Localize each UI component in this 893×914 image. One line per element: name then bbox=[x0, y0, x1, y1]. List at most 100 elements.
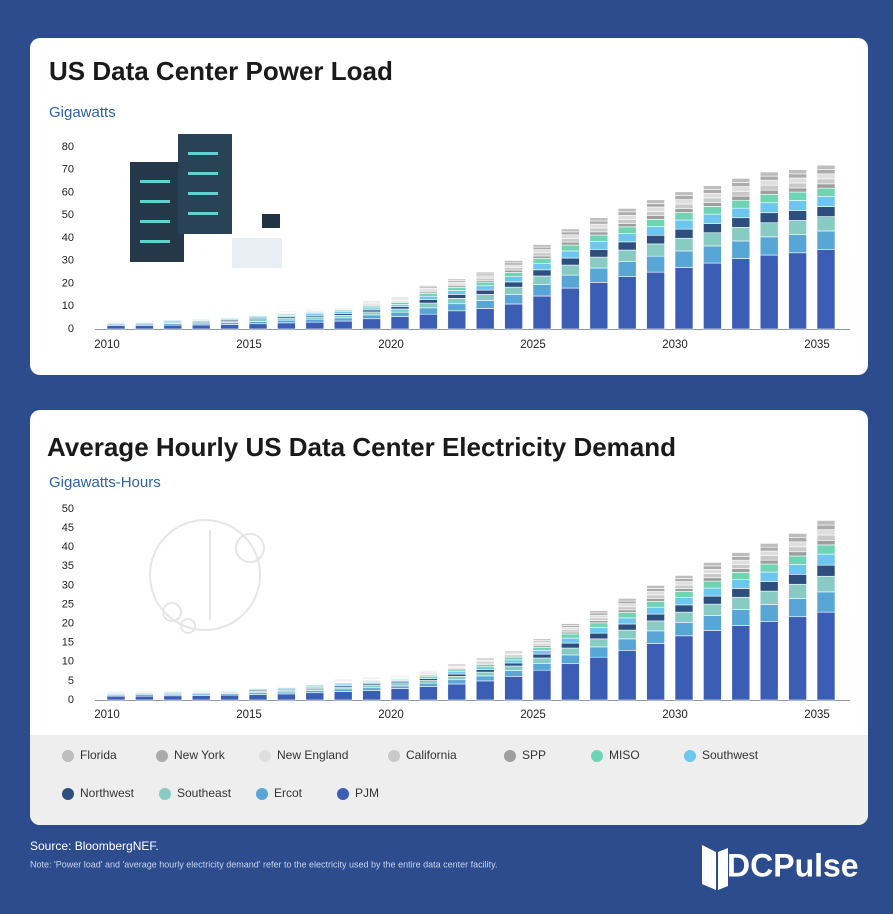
bar-segment bbox=[703, 206, 722, 215]
bar-segment bbox=[646, 199, 665, 204]
bar-segment bbox=[362, 677, 381, 679]
bar-segment bbox=[816, 216, 836, 232]
bar-segment bbox=[759, 621, 779, 701]
bar-segment bbox=[816, 540, 836, 546]
bar-segment bbox=[674, 611, 694, 623]
bar-segment bbox=[731, 572, 751, 580]
bar-segment bbox=[504, 676, 523, 701]
bar-segment bbox=[135, 325, 154, 330]
bar-segment bbox=[617, 226, 637, 234]
bar-segment bbox=[617, 219, 637, 224]
bar-segment bbox=[447, 673, 467, 677]
bar-segment bbox=[305, 690, 325, 694]
bar-segment bbox=[674, 237, 694, 252]
bar-segment bbox=[589, 249, 609, 258]
bar-segment bbox=[305, 308, 325, 310]
bar-segment bbox=[532, 646, 552, 651]
bar-segment bbox=[731, 178, 751, 183]
bar-segment bbox=[703, 595, 722, 605]
bar-segment bbox=[390, 685, 410, 689]
bar-segment bbox=[561, 663, 580, 701]
legend-swatch bbox=[159, 788, 171, 800]
legend-label: SPP bbox=[522, 748, 546, 762]
bar-segment bbox=[333, 678, 353, 681]
bar-segment bbox=[532, 638, 552, 641]
bar-segment bbox=[504, 262, 523, 266]
bar-segment bbox=[191, 324, 211, 330]
bar-segment bbox=[106, 325, 126, 330]
bar-segment bbox=[816, 187, 836, 197]
bar-segment bbox=[816, 230, 836, 250]
bar-segment bbox=[788, 177, 807, 184]
bar-segment bbox=[447, 287, 467, 291]
y-tick-label: 45 bbox=[62, 522, 74, 534]
bar-segment bbox=[561, 629, 580, 633]
bar-segment bbox=[731, 191, 751, 197]
bar-segment bbox=[475, 281, 495, 287]
bar-segment bbox=[504, 659, 523, 664]
bar-segment bbox=[703, 569, 722, 574]
bar-segment bbox=[788, 551, 807, 557]
bar-segment bbox=[362, 690, 381, 701]
bar-segment bbox=[532, 269, 552, 277]
bar-segment bbox=[532, 263, 552, 271]
bar-segment bbox=[617, 233, 637, 243]
bar-segment bbox=[617, 609, 637, 613]
bar-segment bbox=[703, 232, 722, 247]
bar-segment bbox=[674, 584, 694, 589]
legend-swatch bbox=[337, 788, 349, 800]
bar-segment bbox=[475, 285, 495, 291]
y-tick-label: 0 bbox=[68, 694, 74, 706]
bar-segment bbox=[788, 533, 807, 538]
x-tick-label: 2010 bbox=[94, 709, 120, 721]
bar-segment bbox=[561, 637, 580, 644]
bar-segment bbox=[532, 252, 552, 257]
bar-segment bbox=[731, 579, 751, 589]
bar-segment bbox=[788, 210, 807, 221]
bar-segment bbox=[674, 597, 694, 606]
bar-segment bbox=[646, 243, 665, 257]
bar-segment bbox=[674, 267, 694, 330]
bar-segment bbox=[674, 588, 694, 592]
y-tick-label: 30 bbox=[62, 579, 74, 591]
bar-segment bbox=[788, 583, 807, 599]
bar-segment bbox=[135, 695, 154, 701]
bar-segment bbox=[532, 246, 552, 250]
bar-segment bbox=[816, 173, 836, 180]
bar-segment bbox=[561, 274, 580, 289]
bar-segment bbox=[504, 670, 523, 677]
bar-segment bbox=[447, 294, 467, 299]
bar-segment bbox=[589, 614, 609, 619]
bar-segment bbox=[759, 550, 779, 556]
bar-segment bbox=[447, 278, 467, 281]
bar-segment bbox=[532, 255, 552, 259]
bar-segment bbox=[504, 662, 523, 667]
bar-segment bbox=[759, 546, 779, 552]
bar-segment bbox=[788, 574, 807, 585]
bar-segment bbox=[589, 217, 609, 222]
bar-segment bbox=[788, 173, 807, 179]
x-tick-label: 2020 bbox=[378, 709, 404, 721]
bar-segment bbox=[561, 234, 580, 239]
bar-segment bbox=[589, 227, 609, 233]
bar-segment bbox=[532, 258, 552, 265]
bar-segment bbox=[504, 281, 523, 288]
bar-segment bbox=[759, 171, 779, 177]
bar-segment bbox=[816, 196, 836, 207]
chart-title: US Data Center Power Load bbox=[49, 56, 393, 86]
bar-segment bbox=[504, 303, 523, 330]
bar-segment bbox=[788, 555, 807, 565]
bar-segment bbox=[731, 227, 751, 242]
bar-segment bbox=[646, 203, 665, 208]
bar-segment bbox=[646, 620, 665, 632]
bar-segment bbox=[589, 610, 609, 614]
bar-segment bbox=[390, 308, 410, 313]
bar-segment bbox=[788, 187, 807, 193]
bar-segment bbox=[419, 670, 438, 672]
card bbox=[30, 410, 868, 825]
legend-label: PJM bbox=[355, 786, 379, 800]
bar-segment bbox=[504, 260, 523, 264]
bar-segment bbox=[816, 249, 836, 330]
bar-segment bbox=[561, 654, 580, 665]
bar-segment bbox=[561, 257, 580, 266]
